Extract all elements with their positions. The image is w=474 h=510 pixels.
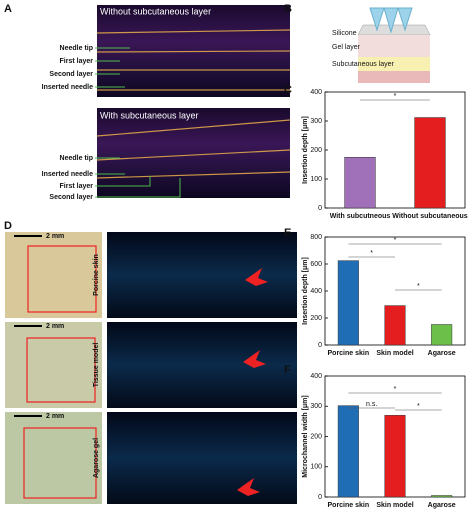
bottom-layer <box>358 71 430 83</box>
annotation-arrows <box>95 47 181 198</box>
photo <box>5 232 102 318</box>
oct-image <box>107 412 297 504</box>
bar <box>337 260 359 346</box>
x-tick-label: With subcutneous <box>330 213 391 220</box>
bar <box>431 324 453 346</box>
y-tick-label: 200 <box>310 433 322 440</box>
x-tick-label: Porcine skin <box>328 502 370 509</box>
scale-label: 2 mm <box>46 233 64 240</box>
significance-label: * <box>394 93 397 100</box>
x-tick-label: Without subcutaneous <box>392 213 467 220</box>
significance-label: * <box>417 403 420 410</box>
y-tick-label: 800 <box>310 234 322 241</box>
panel-label: B <box>284 3 292 15</box>
significance-label: * <box>370 250 373 257</box>
panel-label: E <box>284 227 291 239</box>
bar <box>414 117 446 209</box>
layer-label: Gel layer <box>332 44 361 51</box>
panel-label: D <box>4 220 12 232</box>
oct-image <box>107 322 297 408</box>
significance-label: * <box>417 283 420 290</box>
x-tick-label: Agarose <box>428 502 456 509</box>
roi-boxes <box>23 245 97 499</box>
significance-label: n.s. <box>366 401 377 408</box>
oct-lines <box>96 29 291 91</box>
y-tick-label: 0 <box>318 494 322 501</box>
y-axis-label: Microchannel width [μm] <box>302 395 309 477</box>
scale-label: 2 mm <box>46 323 64 330</box>
layer-label: Silicone <box>332 30 357 37</box>
gel-layer <box>358 35 430 57</box>
bar <box>344 157 376 209</box>
y-tick-label: 300 <box>310 118 322 125</box>
y-tick-label: 600 <box>310 261 322 268</box>
significance-label: * <box>394 386 397 393</box>
y-tick-label: 400 <box>310 89 322 96</box>
photo <box>5 412 102 504</box>
annotation: Needle tip <box>60 155 93 162</box>
y-tick-label: 400 <box>310 373 322 380</box>
annotation: Inserted needle <box>42 84 93 91</box>
y-axis-label: Insertion depth [μm] <box>302 116 309 184</box>
x-tick-label: Skin model <box>376 502 413 509</box>
y-tick-label: 100 <box>310 176 322 183</box>
x-tick-label: Agarose <box>428 350 456 357</box>
annotation: First layer <box>60 183 94 190</box>
oct-image <box>107 232 297 318</box>
annotation: Second layer <box>49 71 93 78</box>
annotation: Inserted needle <box>42 171 93 178</box>
red-arrows <box>237 268 268 496</box>
y-tick-label: 400 <box>310 288 322 295</box>
row-label: Tissue model <box>93 343 100 388</box>
y-tick-label: 0 <box>318 205 322 212</box>
layer-label: Subcutaneous layer <box>332 61 395 68</box>
y-tick-label: 200 <box>310 315 322 322</box>
annotation: Second layer <box>49 194 93 201</box>
y-axis-label: Insertion depth [μm] <box>302 257 309 325</box>
bar <box>384 415 406 498</box>
annotation: Needle tip <box>60 45 93 52</box>
panel-label: A <box>4 3 12 15</box>
scale-bars <box>14 235 42 417</box>
row-label: Agarose gel <box>93 438 100 478</box>
row-label: Porcine skin <box>93 254 100 296</box>
y-tick-label: 0 <box>318 342 322 349</box>
scale-label: 2 mm <box>46 413 64 420</box>
silicone <box>357 24 431 36</box>
oct-lines <box>96 119 291 179</box>
annotation: First layer <box>60 58 94 65</box>
image-title: With subcutaneous layer <box>100 110 199 120</box>
bar <box>337 405 359 498</box>
significance-label: * <box>394 237 397 244</box>
image-title: Without subcutaneous layer <box>100 6 211 16</box>
panel-label: F <box>284 364 291 376</box>
x-tick-label: Skin model <box>376 350 413 357</box>
bar <box>384 305 406 346</box>
photo <box>5 322 102 408</box>
y-tick-label: 200 <box>310 147 322 154</box>
y-tick-label: 100 <box>310 464 322 471</box>
x-tick-label: Porcine skin <box>328 350 370 357</box>
bar <box>431 495 453 498</box>
subcutaneous-layer <box>358 57 430 71</box>
y-tick-label: 300 <box>310 403 322 410</box>
oct-image <box>97 108 290 198</box>
needles <box>369 7 413 34</box>
panel-label: C <box>284 84 292 96</box>
